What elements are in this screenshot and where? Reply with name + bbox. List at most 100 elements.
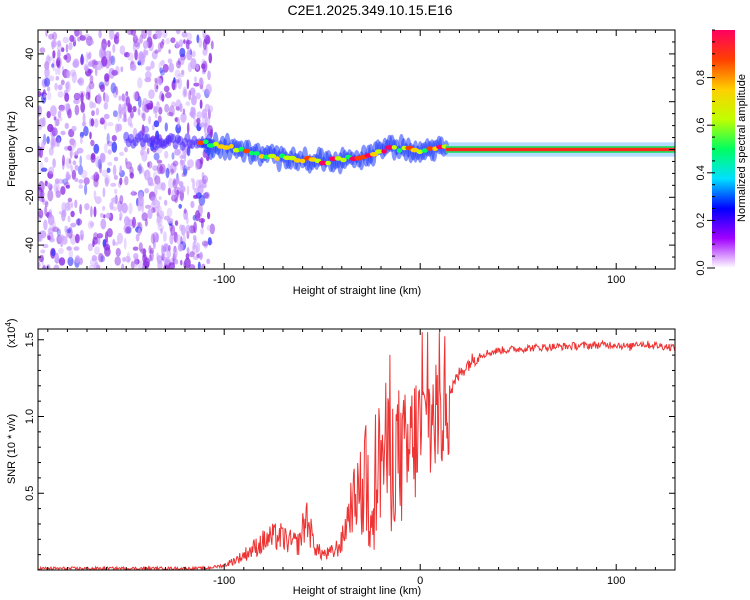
- noise-speckle: [179, 56, 185, 66]
- noise-speckle: [98, 252, 104, 263]
- noise-speckle: [163, 85, 170, 93]
- noise-speckle: [123, 237, 127, 250]
- noise-speckle: [205, 36, 210, 45]
- noise-speckle: [78, 179, 84, 184]
- y-tick-label: -40: [24, 237, 36, 253]
- noise-speckle: [72, 60, 79, 68]
- noise-speckle: [38, 105, 43, 117]
- noise-speckle: [171, 152, 175, 160]
- noise-speckle: [201, 108, 208, 119]
- noise-speckle: [147, 176, 154, 186]
- noise-speckle: [195, 92, 201, 100]
- noise-speckle: [60, 79, 65, 86]
- ridge-peak: [381, 149, 387, 154]
- noise-speckle: [167, 58, 173, 64]
- noise-speckle: [129, 64, 137, 71]
- noise-speckle: [156, 101, 160, 109]
- noise-speckle: [167, 111, 174, 117]
- noise-speckle: [74, 150, 79, 156]
- noise-speckle: [90, 258, 96, 267]
- noise-speckle: [46, 111, 51, 119]
- noise-speckle: [54, 252, 60, 264]
- noise-speckle: [174, 148, 181, 156]
- noise-speckle: [125, 91, 129, 97]
- noise-speckle: [198, 179, 203, 189]
- noise-speckle: [74, 30, 80, 37]
- noise-speckle: [132, 216, 136, 228]
- noise-speckle: [64, 225, 67, 233]
- noise-speckle: [163, 264, 169, 269]
- noise-speckle: [154, 77, 158, 83]
- noise-speckle: [178, 39, 184, 48]
- noise-speckle: [92, 174, 96, 182]
- noise-speckle: [80, 135, 83, 145]
- noise-speckle: [157, 205, 162, 213]
- noise-speckle: [119, 165, 122, 174]
- noise-speckle: [181, 31, 188, 38]
- noise-speckle: [201, 171, 205, 179]
- noise-speckle: [68, 42, 73, 51]
- noise-speckle: [112, 110, 118, 118]
- colorbar-tick-label: 0.4: [695, 165, 707, 180]
- noise-speckle: [199, 122, 205, 128]
- noise-speckle: [202, 192, 209, 199]
- noise-speckle: [154, 49, 159, 54]
- noise-speckle: [82, 112, 86, 125]
- noise-speckle: [154, 112, 158, 119]
- snr-multiplier: (x104): [4, 318, 18, 348]
- noise-speckle: [44, 205, 48, 217]
- noise-speckle: [48, 56, 55, 61]
- noise-speckle: [142, 40, 149, 49]
- noise-speckle: [197, 261, 201, 269]
- noise-speckle: [122, 117, 128, 123]
- noise-speckle: [119, 177, 123, 186]
- noise-speckle: [206, 224, 212, 231]
- spectrogram-data: [38, 30, 675, 269]
- x-tick-label: -100: [213, 575, 235, 587]
- noise-speckle: [140, 248, 147, 254]
- noise-speckle: [173, 177, 176, 186]
- noise-speckle: [185, 253, 190, 260]
- ridge-peak: [299, 158, 306, 164]
- noise-speckle: [163, 243, 169, 250]
- noise-speckle: [62, 178, 69, 185]
- noise-speckle: [112, 206, 118, 212]
- noise-speckle: [41, 265, 46, 269]
- noise-speckle: [110, 82, 117, 94]
- noise-speckle: [156, 85, 159, 90]
- noise-speckle: [94, 246, 100, 255]
- ridge-peak: [334, 156, 342, 161]
- noise-speckle: [100, 213, 104, 218]
- noise-speckle: [193, 82, 200, 87]
- noise-speckle: [162, 231, 167, 243]
- noise-speckle: [64, 145, 69, 151]
- noise-speckle: [202, 30, 207, 40]
- noise-speckle: [109, 30, 115, 40]
- noise-speckle: [183, 165, 188, 175]
- noise-speckle: [77, 218, 80, 226]
- noise-speckle: [45, 30, 48, 37]
- noise-speckle: [50, 139, 54, 150]
- noise-speckle: [93, 262, 99, 269]
- noise-speckle: [90, 118, 95, 127]
- noise-speckle: [152, 105, 157, 115]
- noise-speckle: [98, 48, 104, 59]
- noise-speckle: [84, 65, 89, 72]
- noise-speckle: [87, 243, 93, 252]
- noise-speckle: [149, 250, 154, 262]
- noise-speckle: [124, 176, 129, 186]
- noise-speckle: [141, 101, 145, 112]
- noise-speckle: [186, 79, 190, 90]
- spectrogram-ylabel: Frequency (Hz): [6, 111, 18, 187]
- noise-speckle: [106, 228, 113, 238]
- noise-speckle: [62, 154, 65, 166]
- noise-speckle: [152, 200, 156, 206]
- noise-speckle: [112, 196, 119, 205]
- noise-speckle: [55, 186, 59, 198]
- noise-speckle: [158, 166, 165, 174]
- noise-speckle: [133, 253, 139, 260]
- noise-speckle: [171, 101, 176, 108]
- noise-speckle: [145, 49, 149, 56]
- noise-speckle: [132, 34, 138, 43]
- noise-speckle: [65, 43, 69, 53]
